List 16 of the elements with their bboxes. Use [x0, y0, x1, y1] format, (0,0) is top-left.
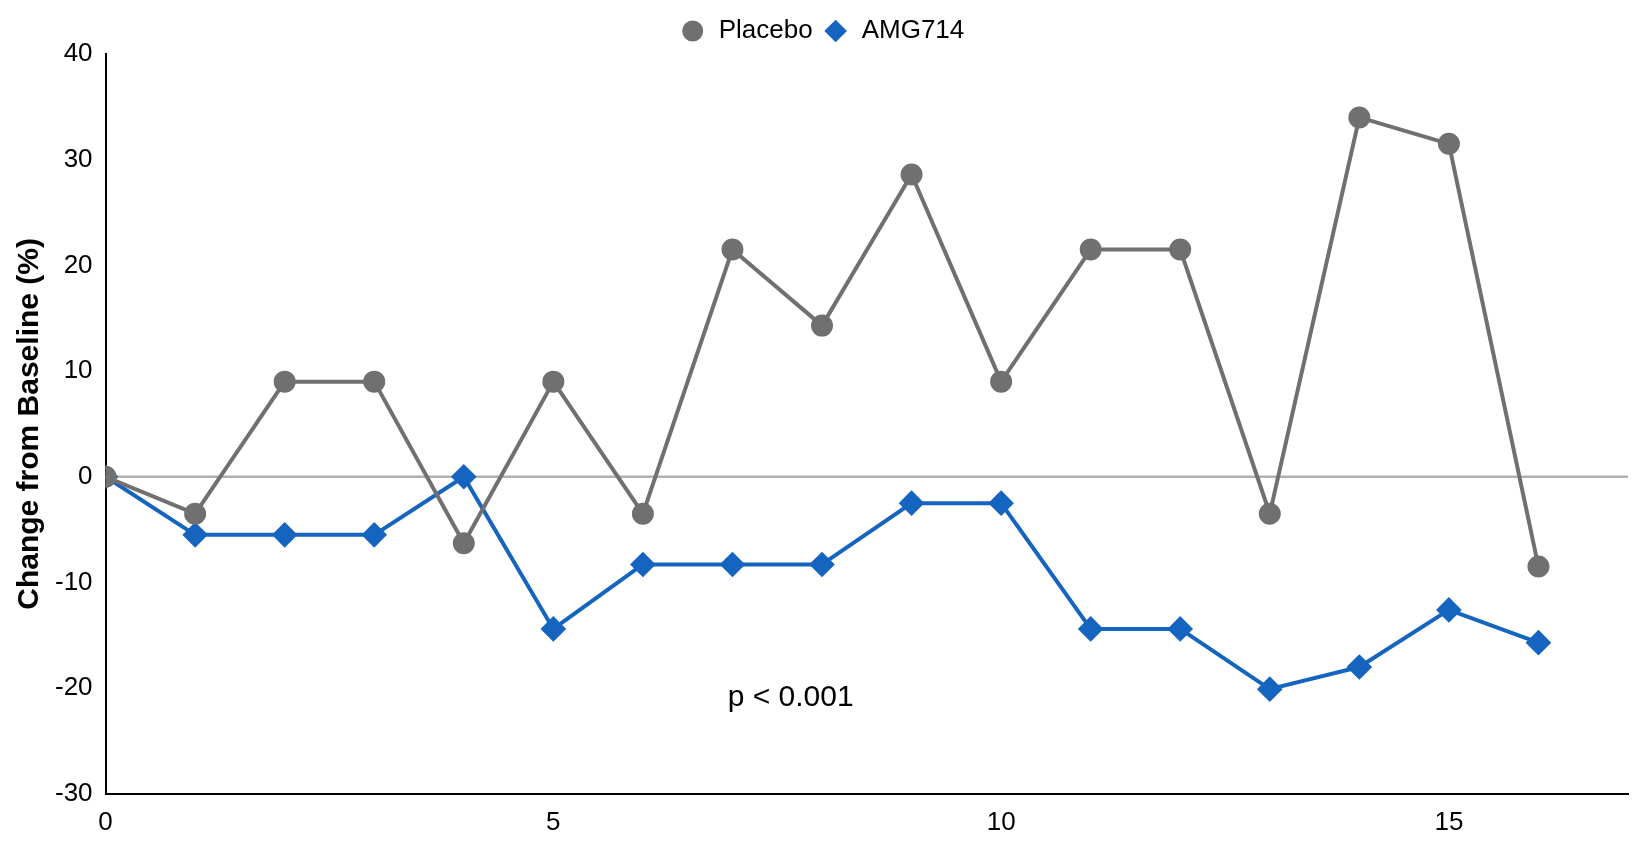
- y-tick-label: 10: [63, 354, 93, 385]
- y-tick-label: 20: [63, 248, 93, 279]
- y-tick-label: -10: [55, 565, 93, 596]
- y-tick-label: -30: [55, 776, 93, 807]
- y-tick-label: 30: [63, 142, 93, 173]
- x-tick-label: 5: [546, 805, 561, 836]
- annotation: p < 0.001: [727, 678, 854, 712]
- legend-label: AMG714: [861, 14, 965, 45]
- y-tick-label: 40: [63, 37, 93, 68]
- y-tick-label: -20: [55, 671, 93, 702]
- x-tick-label: 10: [986, 805, 1016, 836]
- x-tick-label: 0: [98, 805, 113, 836]
- x-tick-label: 15: [1434, 805, 1464, 836]
- y-axis-title: Change from Baseline (%): [11, 238, 45, 610]
- legend-label: Placebo: [718, 14, 813, 45]
- y-tick-label: 0: [78, 459, 93, 490]
